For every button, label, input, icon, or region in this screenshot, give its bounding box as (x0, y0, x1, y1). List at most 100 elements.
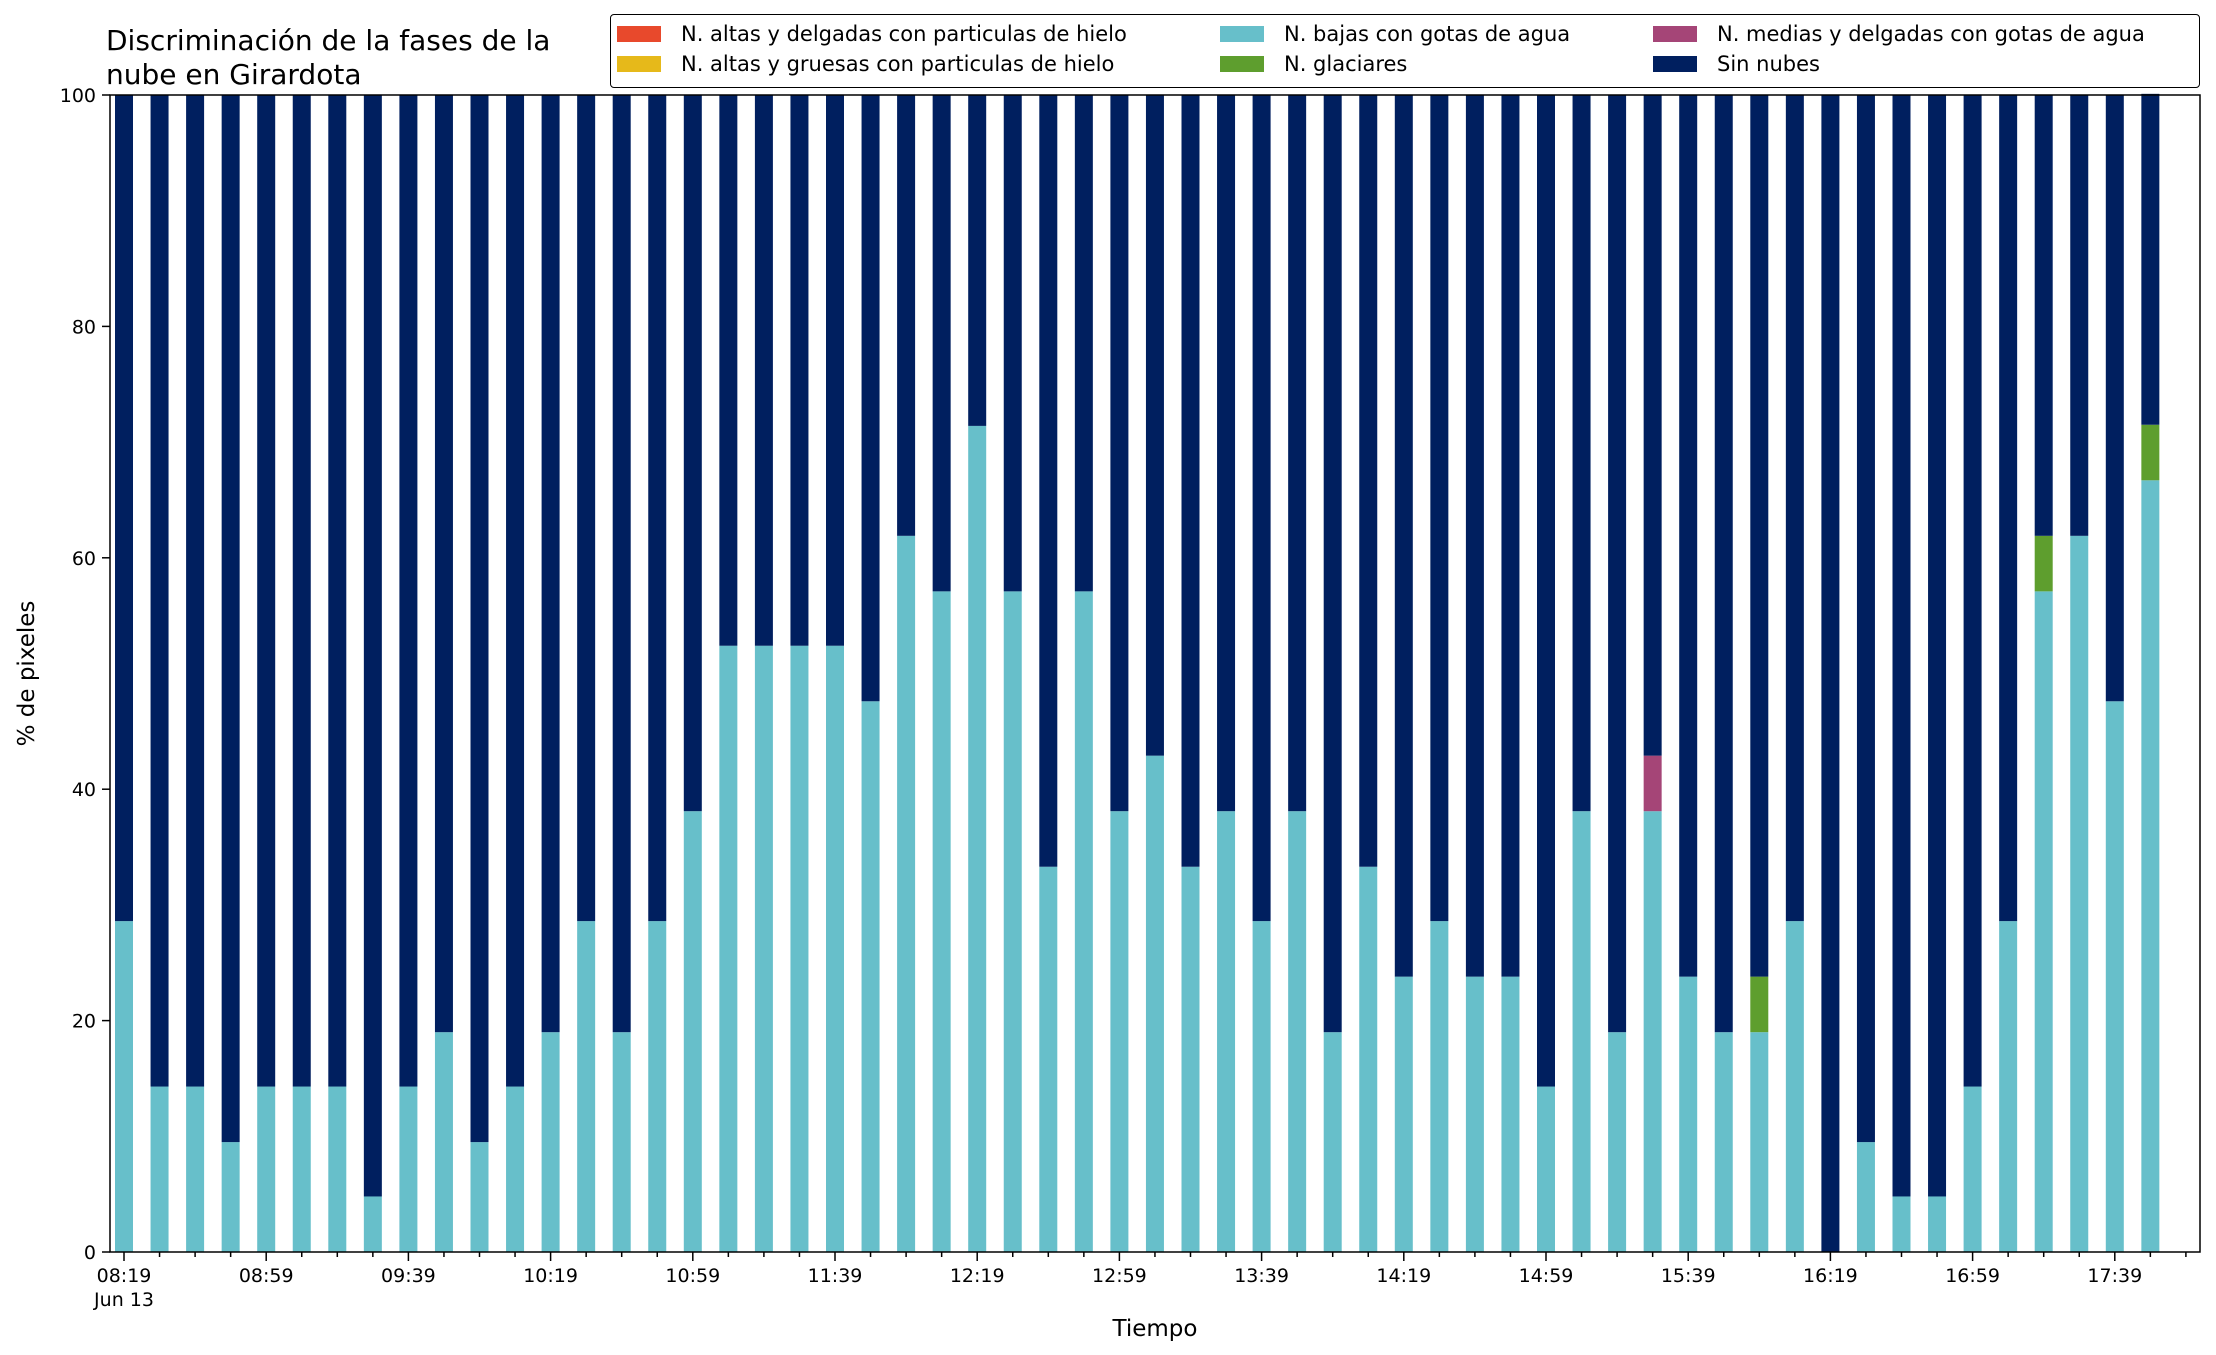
bar-segment-bajas-1409 (1359, 866, 1378, 1252)
bar-segment-sin-nubes-0829 (150, 95, 169, 1087)
bar-segment-bajas-1419 (1394, 976, 1413, 1252)
bar-segment-bajas-1259 (1110, 811, 1129, 1252)
y-tick-label: 80 (72, 316, 96, 338)
bar-segment-sin-nubes-1549 (1714, 95, 1733, 1033)
bar-segment-bajas-0909 (292, 1086, 311, 1252)
bar-segment-bajas-0819 (115, 921, 133, 1252)
bar-segment-sin-nubes-1119 (754, 95, 773, 646)
x-tick-label: 12:19 (950, 1265, 1005, 1287)
bar-segment-sin-nubes-1429 (1430, 95, 1449, 922)
bar-segment-bajas-1039 (612, 1032, 631, 1252)
bar-segment-sin-nubes-1049 (648, 95, 667, 922)
y-axis: 0 20 40 60 80 100 (60, 85, 110, 1264)
bar-segment-sin-nubes-1539 (1679, 95, 1698, 977)
bar-segment-sin-nubes-0949 (434, 95, 453, 1033)
legend-item-glaciares: N. glaciares (1220, 49, 1407, 79)
x-tick-label: 14:59 (1519, 1265, 1574, 1287)
bar-segment-bajas-1119 (754, 645, 773, 1252)
bar-segment-sin-nubes-1339 (1252, 95, 1271, 922)
x-tick-label: 08:59 (239, 1265, 294, 1287)
x-tick-label: 15:39 (1661, 1265, 1716, 1287)
bar-segment-bajas-1319 (1181, 866, 1200, 1252)
bar-segment-sin-nubes-1739 (2105, 95, 2124, 702)
bar-segment-sin-nubes-1059 (683, 95, 702, 812)
bar-segment-bajas-1629 (1856, 1142, 1875, 1252)
bar-segment-bajas-1539 (1679, 976, 1698, 1252)
bar-segment-bajas-1309 (1145, 755, 1164, 1252)
legend-item-sin-nubes: Sin nubes (1653, 49, 1820, 79)
bar-segment-bajas-1749 (2141, 480, 2160, 1252)
bar-segment-bajas-1239 (1039, 866, 1058, 1252)
bar-segment-bajas-1019 (541, 1032, 560, 1252)
bar-segment-bajas-0839 (186, 1086, 205, 1252)
bar-segment-bajas-1459 (1537, 1086, 1555, 1252)
x-tick-label: 13:39 (1234, 1265, 1289, 1287)
bar-segment-bajas-1439 (1465, 976, 1484, 1252)
bars-layer (115, 93, 2160, 1252)
bar-segment-bajas-0829 (150, 1086, 169, 1252)
bar-segment-sin-nubes-1249 (1074, 95, 1093, 592)
bar-segment-bajas-1449 (1501, 976, 1520, 1252)
bar-segment-bajas-1139 (826, 645, 844, 1252)
bar-segment-sin-nubes-1359 (1323, 95, 1342, 1033)
x-tick-label: 14:19 (1376, 1265, 1431, 1287)
bar-segment-sin-nubes-1609 (1785, 95, 1804, 922)
bar-segment-sin-nubes-1309 (1145, 95, 1164, 756)
x-tick-label: 12:59 (1092, 1265, 1147, 1287)
bar-segment-sin-nubes-0919 (328, 95, 347, 1087)
bar-segment-sin-nubes-0959 (470, 95, 489, 1143)
bar-segment-bajas-1009 (506, 1086, 525, 1252)
bar-segment-sin-nubes-1409 (1359, 95, 1378, 867)
bar-segment-bajas-0949 (434, 1032, 453, 1252)
bar-segment-bajas-1219 (968, 425, 987, 1252)
bar-segment-bajas-1329 (1217, 811, 1236, 1252)
bar-segment-sin-nubes-1319 (1181, 95, 1200, 867)
bar-segment-bajas-1729 (2070, 535, 2089, 1252)
bar-segment-bajas-0929 (363, 1196, 382, 1252)
y-tick-label: 40 (72, 779, 96, 801)
x-tick-label: 09:39 (381, 1265, 436, 1287)
legend-swatch (1220, 26, 1264, 42)
legend-swatch (1220, 56, 1264, 72)
bar-segment-bajas-0849 (221, 1142, 240, 1252)
bar-segment-bajas-1149 (861, 701, 880, 1252)
x-tick-label: 11:39 (808, 1265, 863, 1287)
y-tick-label: 20 (72, 1011, 96, 1033)
bar-segment-sin-nubes-0929 (363, 95, 382, 1197)
bar-segment-sin-nubes-1459 (1537, 95, 1555, 1087)
legend-label: N. medias y delgadas con gotas de agua (1717, 22, 2145, 46)
bar-segment-bajas-1129 (790, 645, 809, 1252)
bar-segment-sin-nubes-0819 (115, 95, 133, 922)
bar-segment-sin-nubes-0909 (292, 95, 311, 1087)
bar-segment-sin-nubes-1749 (2141, 93, 2160, 425)
x-tick-date-label: Jun 13 (93, 1289, 154, 1311)
bar-segment-sin-nubes-1149 (861, 95, 880, 702)
bar-segment-sin-nubes-1129 (790, 95, 809, 646)
bar-segment-sin-nubes-1109 (719, 95, 738, 646)
bar-segment-bajas-1349 (1288, 811, 1307, 1252)
bar-segment-sin-nubes-1349 (1288, 95, 1307, 812)
bar-segment-glaciares-1749 (2141, 424, 2160, 481)
legend-label: N. altas y delgadas con particulas de hi… (681, 22, 1127, 46)
bar-segment-sin-nubes-1009 (506, 95, 525, 1087)
bar-segment-bajas-1359 (1323, 1032, 1342, 1252)
bar-segment-sin-nubes-1159 (897, 95, 916, 536)
bar-segment-sin-nubes-1419 (1394, 95, 1413, 977)
bar-segment-sin-nubes-1449 (1501, 95, 1520, 977)
bar-segment-sin-nubes-1139 (826, 95, 844, 646)
bar-segment-sin-nubes-1209 (932, 95, 951, 592)
x-tick-label: 16:19 (1803, 1265, 1858, 1287)
bar-segment-bajas-1709 (1999, 921, 2018, 1252)
chart-legend: N. altas y delgadas con particulas de hi… (610, 14, 2200, 88)
bar-segment-bajas-1649 (1928, 1196, 1947, 1252)
bar-segment-glaciares-1719 (2034, 535, 2053, 592)
bar-segment-sin-nubes-1529 (1643, 95, 1662, 756)
legend-swatch (1653, 26, 1697, 42)
bar-segment-bajas-1659 (1963, 1086, 1982, 1252)
bar-segment-bajas-1339 (1252, 921, 1271, 1252)
legend-swatch (617, 26, 661, 42)
bar-segment-bajas-1059 (683, 811, 702, 1252)
bar-segment-bajas-1109 (719, 645, 738, 1252)
legend-swatch (1653, 56, 1697, 72)
bar-segment-sin-nubes-1029 (577, 95, 596, 922)
